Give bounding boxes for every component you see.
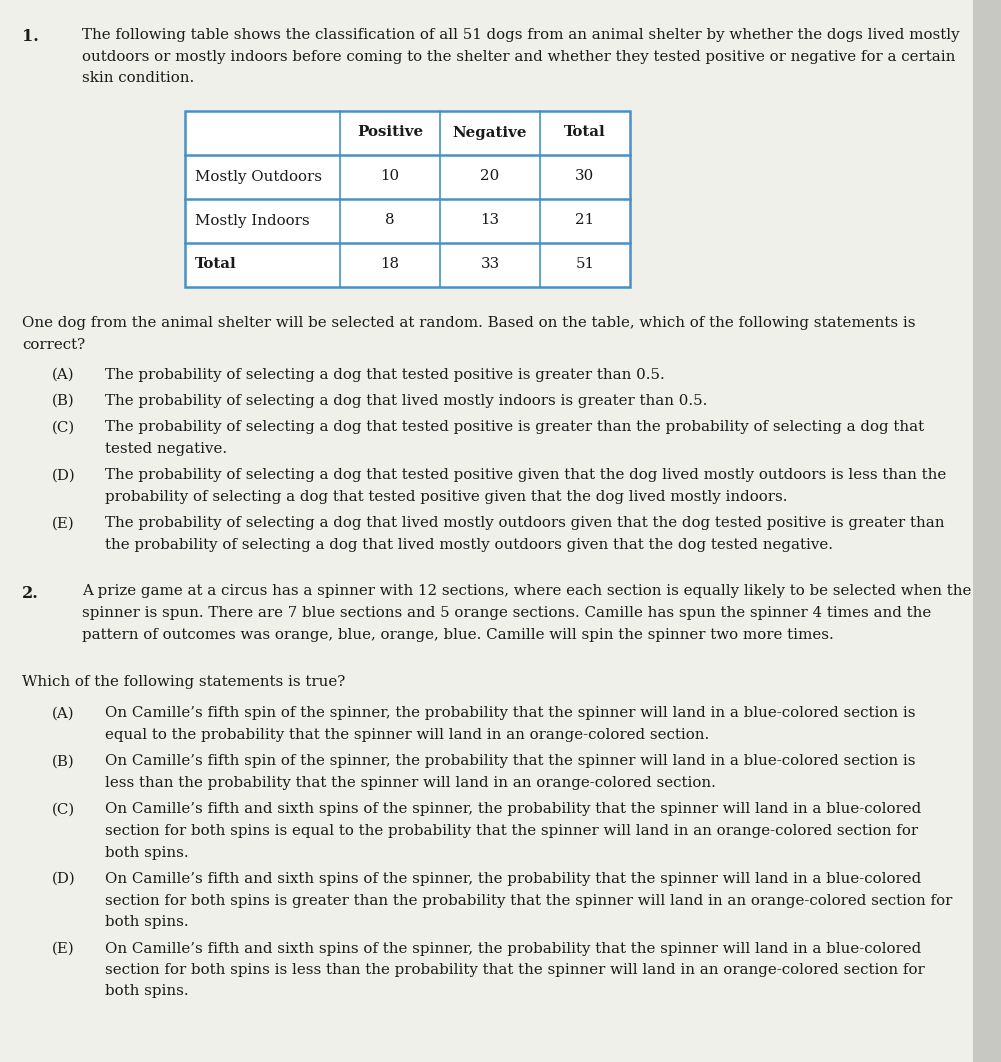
Text: Total: Total [565,125,606,139]
Text: The following table shows the classification of all 51 dogs from an animal shelt: The following table shows the classifica… [82,28,960,42]
Text: 51: 51 [576,257,595,272]
Text: section for both spins is greater than the probability that the spinner will lan: section for both spins is greater than t… [105,893,952,908]
Text: On Camille’s fifth and sixth spins of the spinner, the probability that the spin: On Camille’s fifth and sixth spins of th… [105,803,921,817]
Text: The probability of selecting a dog that tested positive given that the dog lived: The probability of selecting a dog that … [105,468,946,482]
Text: (C): (C) [52,421,75,434]
Text: 33: 33 [480,257,499,272]
Text: 21: 21 [576,213,595,227]
Text: equal to the probability that the spinner will land in an orange-colored section: equal to the probability that the spinne… [105,727,710,742]
Text: the probability of selecting a dog that lived mostly outdoors given that the dog: the probability of selecting a dog that … [105,538,833,552]
Text: both spins.: both spins. [105,845,188,859]
Text: tested negative.: tested negative. [105,442,227,456]
Text: (A): (A) [52,367,74,381]
Text: The probability of selecting a dog that lived mostly outdoors given that the dog: The probability of selecting a dog that … [105,516,945,531]
Text: A prize game at a circus has a spinner with 12 sections, where each section is e: A prize game at a circus has a spinner w… [82,584,971,599]
Text: both spins.: both spins. [105,915,188,929]
Text: pattern of outcomes was orange, blue, orange, blue. Camille will spin the spinne: pattern of outcomes was orange, blue, or… [82,628,834,641]
Text: Mostly Indoors: Mostly Indoors [195,213,309,227]
Text: Which of the following statements is true?: Which of the following statements is tru… [22,675,345,689]
Text: section for both spins is equal to the probability that the spinner will land in: section for both spins is equal to the p… [105,824,918,838]
Text: On Camille’s fifth spin of the spinner, the probability that the spinner will la: On Camille’s fifth spin of the spinner, … [105,706,916,720]
Text: Positive: Positive [357,125,423,139]
Text: spinner is spun. There are 7 blue sections and 5 orange sections. Camille has sp: spinner is spun. There are 7 blue sectio… [82,606,931,620]
Text: 1.: 1. [22,28,39,45]
Text: 20: 20 [480,170,499,184]
Text: Mostly Outdoors: Mostly Outdoors [195,170,322,184]
Text: One dog from the animal shelter will be selected at random. Based on the table, : One dog from the animal shelter will be … [22,316,916,330]
Text: (C): (C) [52,803,75,817]
Bar [185,110,630,287]
Text: 10: 10 [380,170,399,184]
Text: On Camille’s fifth spin of the spinner, the probability that the spinner will la: On Camille’s fifth spin of the spinner, … [105,754,916,769]
Text: (B): (B) [52,394,75,408]
Text: 30: 30 [576,170,595,184]
Text: (B): (B) [52,754,75,769]
Text: On Camille’s fifth and sixth spins of the spinner, the probability that the spin: On Camille’s fifth and sixth spins of th… [105,872,921,886]
Text: On Camille’s fifth and sixth spins of the spinner, the probability that the spin: On Camille’s fifth and sixth spins of th… [105,942,921,956]
Text: 18: 18 [380,257,399,272]
Text: The probability of selecting a dog that tested positive is greater than the prob: The probability of selecting a dog that … [105,421,924,434]
Bar [185,110,630,287]
Bar [973,0,1001,1062]
Text: (D): (D) [52,872,76,886]
Text: less than the probability that the spinner will land in an orange-colored sectio: less than the probability that the spinn… [105,776,716,790]
Text: (D): (D) [52,468,76,482]
Text: section for both spins is less than the probability that the spinner will land i: section for both spins is less than the … [105,963,925,977]
Text: skin condition.: skin condition. [82,71,194,85]
Text: outdoors or mostly indoors before coming to the shelter and whether they tested : outdoors or mostly indoors before coming… [82,50,955,64]
Text: 8: 8 [385,213,394,227]
Text: Negative: Negative [452,125,528,139]
Text: both spins.: both spins. [105,984,188,998]
Text: The probability of selecting a dog that tested positive is greater than 0.5.: The probability of selecting a dog that … [105,367,665,381]
Text: (E): (E) [52,516,75,531]
Text: (A): (A) [52,706,74,720]
Text: correct?: correct? [22,338,85,352]
Text: Total: Total [195,257,237,272]
Text: probability of selecting a dog that tested positive given that the dog lived mos: probability of selecting a dog that test… [105,490,788,504]
Text: 13: 13 [480,213,499,227]
Text: (E): (E) [52,942,75,956]
Text: 2.: 2. [22,584,39,601]
Text: The probability of selecting a dog that lived mostly indoors is greater than 0.5: The probability of selecting a dog that … [105,394,708,408]
